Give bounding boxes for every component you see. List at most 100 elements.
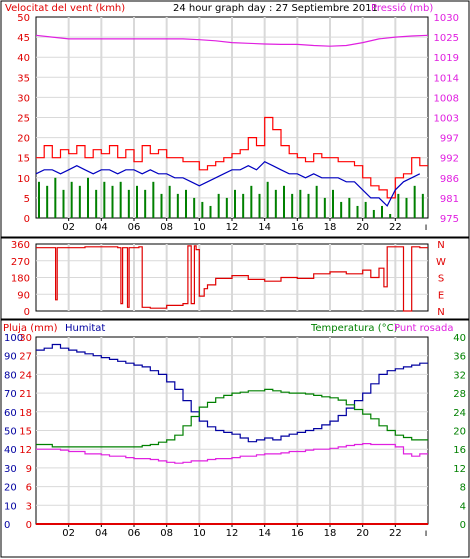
- temperature-tick-label: 0: [460, 520, 466, 531]
- temperature-tick-label: 40: [453, 333, 466, 344]
- wind-x-label: 14: [258, 222, 271, 233]
- temperature-tick-label: 12: [453, 464, 466, 475]
- rain-tick-label: 18: [19, 408, 32, 419]
- compass-tick-label: N: [437, 240, 444, 251]
- rain-tick-label: 6: [26, 483, 32, 494]
- pressure-tick-label: 1025: [434, 33, 459, 44]
- humidity-tick-label: 90: [4, 352, 17, 363]
- temperature-tick-label: 20: [453, 427, 466, 438]
- wind-x-label: 08: [160, 222, 173, 233]
- compass-tick-label: W: [436, 257, 446, 268]
- humidity-tick-label: 10: [4, 501, 17, 512]
- climate-x-label: 20: [356, 528, 369, 539]
- wind-speed-tick-label: 40: [17, 53, 30, 64]
- humidity-tick-label: 50: [4, 427, 17, 438]
- rain-tick-label: 27: [19, 352, 32, 363]
- rain-tick-label: 3: [26, 501, 32, 512]
- pressure-tick-label: 1019: [434, 53, 459, 64]
- wind-x-label: 12: [226, 222, 239, 233]
- wind-avg-line: [35, 160, 421, 207]
- wind-x-label: 06: [128, 222, 141, 233]
- wind-speed-tick-label: 0: [24, 214, 30, 225]
- pressure-tick-label: 1008: [434, 93, 459, 104]
- chart-title: 24 hour graph day : 27 Septiembre 2011: [173, 3, 378, 14]
- rain-tick-label: 30: [19, 333, 32, 344]
- pressure-tick-label: 992: [440, 154, 459, 165]
- wind-speed-tick-label: 50: [17, 13, 30, 24]
- rain-tick-label: 9: [26, 464, 32, 475]
- humidity-tick-label: 80: [4, 370, 17, 381]
- temperature-tick-label: 16: [453, 445, 466, 456]
- wind-speed-tick-label: 10: [17, 174, 30, 185]
- direction-tick-label: 360: [11, 240, 30, 251]
- temperature-tick-label: 4: [460, 501, 466, 512]
- compass-tick-label: E: [438, 290, 444, 301]
- pressure-tick-label: 1030: [434, 13, 459, 24]
- humidity-line: [36, 343, 428, 443]
- compass-tick-label: S: [438, 274, 444, 285]
- wind-speed-tick-label: 20: [17, 134, 30, 145]
- humidity-tick-label: 100: [4, 333, 23, 344]
- wind-gust-line: [36, 116, 428, 199]
- pressure-line: [35, 34, 429, 47]
- rain-tick-label: 0: [26, 520, 32, 531]
- humidity-tick-label: 70: [4, 389, 17, 400]
- rain-tick-label: 21: [19, 389, 32, 400]
- climate-panel-frame: [0, 319, 470, 558]
- climate-x-label: 02: [62, 528, 75, 539]
- wind-x-label: 18: [324, 222, 337, 233]
- climate-x-label: 12: [226, 528, 239, 539]
- temperature-axis-label: Temperatura (°C): [310, 323, 398, 334]
- wind-speed-tick-label: 45: [17, 33, 30, 44]
- humidity-tick-label: 0: [4, 520, 10, 531]
- wind-x-label: 10: [193, 222, 206, 233]
- wind-speed-tick-label: 5: [24, 194, 30, 205]
- wind-speed-tick-label: 30: [17, 93, 30, 104]
- wind-axis-label: Velocitat del vent (kmh): [5, 3, 125, 14]
- compass-tick-label: N: [437, 307, 444, 318]
- wind-x-label: 20: [356, 222, 369, 233]
- humidity-tick-label: 20: [4, 483, 17, 494]
- climate-x-label: 16: [291, 528, 304, 539]
- direction-tick-label: 90: [17, 290, 30, 301]
- direction-tick-label: 180: [11, 274, 30, 285]
- humidity-tick-label: 60: [4, 408, 17, 419]
- climate-x-label: 18: [324, 528, 337, 539]
- climate-x-label: 22: [389, 528, 402, 539]
- direction-tick-label: 0: [24, 307, 30, 318]
- climate-x-label: 14: [258, 528, 271, 539]
- climate-x-label: 04: [95, 528, 108, 539]
- climate-x-end-label: ı: [425, 528, 428, 539]
- dewpoint-line: [36, 443, 428, 464]
- pressure-axis-label: Pressió (mb): [371, 2, 433, 14]
- temperature-tick-label: 28: [453, 389, 466, 400]
- wind-x-label: 16: [291, 222, 304, 233]
- wind-speed-tick-label: 35: [17, 73, 30, 84]
- climate-x-label: 10: [193, 528, 206, 539]
- wind-x-label: 02: [62, 222, 75, 233]
- wind-x-label: 04: [95, 222, 108, 233]
- humidity-axis-label: Humitat: [65, 323, 105, 334]
- climate-x-label: 06: [128, 528, 141, 539]
- chart-layers: 5045403530252015105010301025101910141008…: [4, 13, 466, 539]
- rain-tick-label: 24: [19, 370, 32, 381]
- temperature-line: [36, 388, 428, 448]
- humidity-tick-label: 40: [4, 445, 17, 456]
- wind-speed-tick-label: 25: [17, 114, 30, 125]
- temperature-tick-label: 24: [453, 408, 466, 419]
- pressure-tick-label: 1014: [434, 73, 459, 84]
- wind-panel-frame: [0, 0, 470, 238]
- rain-tick-label: 12: [19, 445, 32, 456]
- temperature-tick-label: 32: [453, 370, 466, 381]
- rain-axis-label: Pluja (mm): [3, 323, 58, 334]
- wind-x-end-label: ı: [425, 222, 428, 233]
- climate-x-label: 08: [160, 528, 173, 539]
- temperature-tick-label: 8: [460, 483, 466, 494]
- pressure-tick-label: 986: [440, 174, 459, 185]
- temperature-tick-label: 36: [453, 352, 466, 363]
- pressure-tick-label: 1003: [434, 114, 459, 125]
- pressure-tick-label: 997: [440, 134, 459, 145]
- wind-direction-line: [36, 245, 428, 312]
